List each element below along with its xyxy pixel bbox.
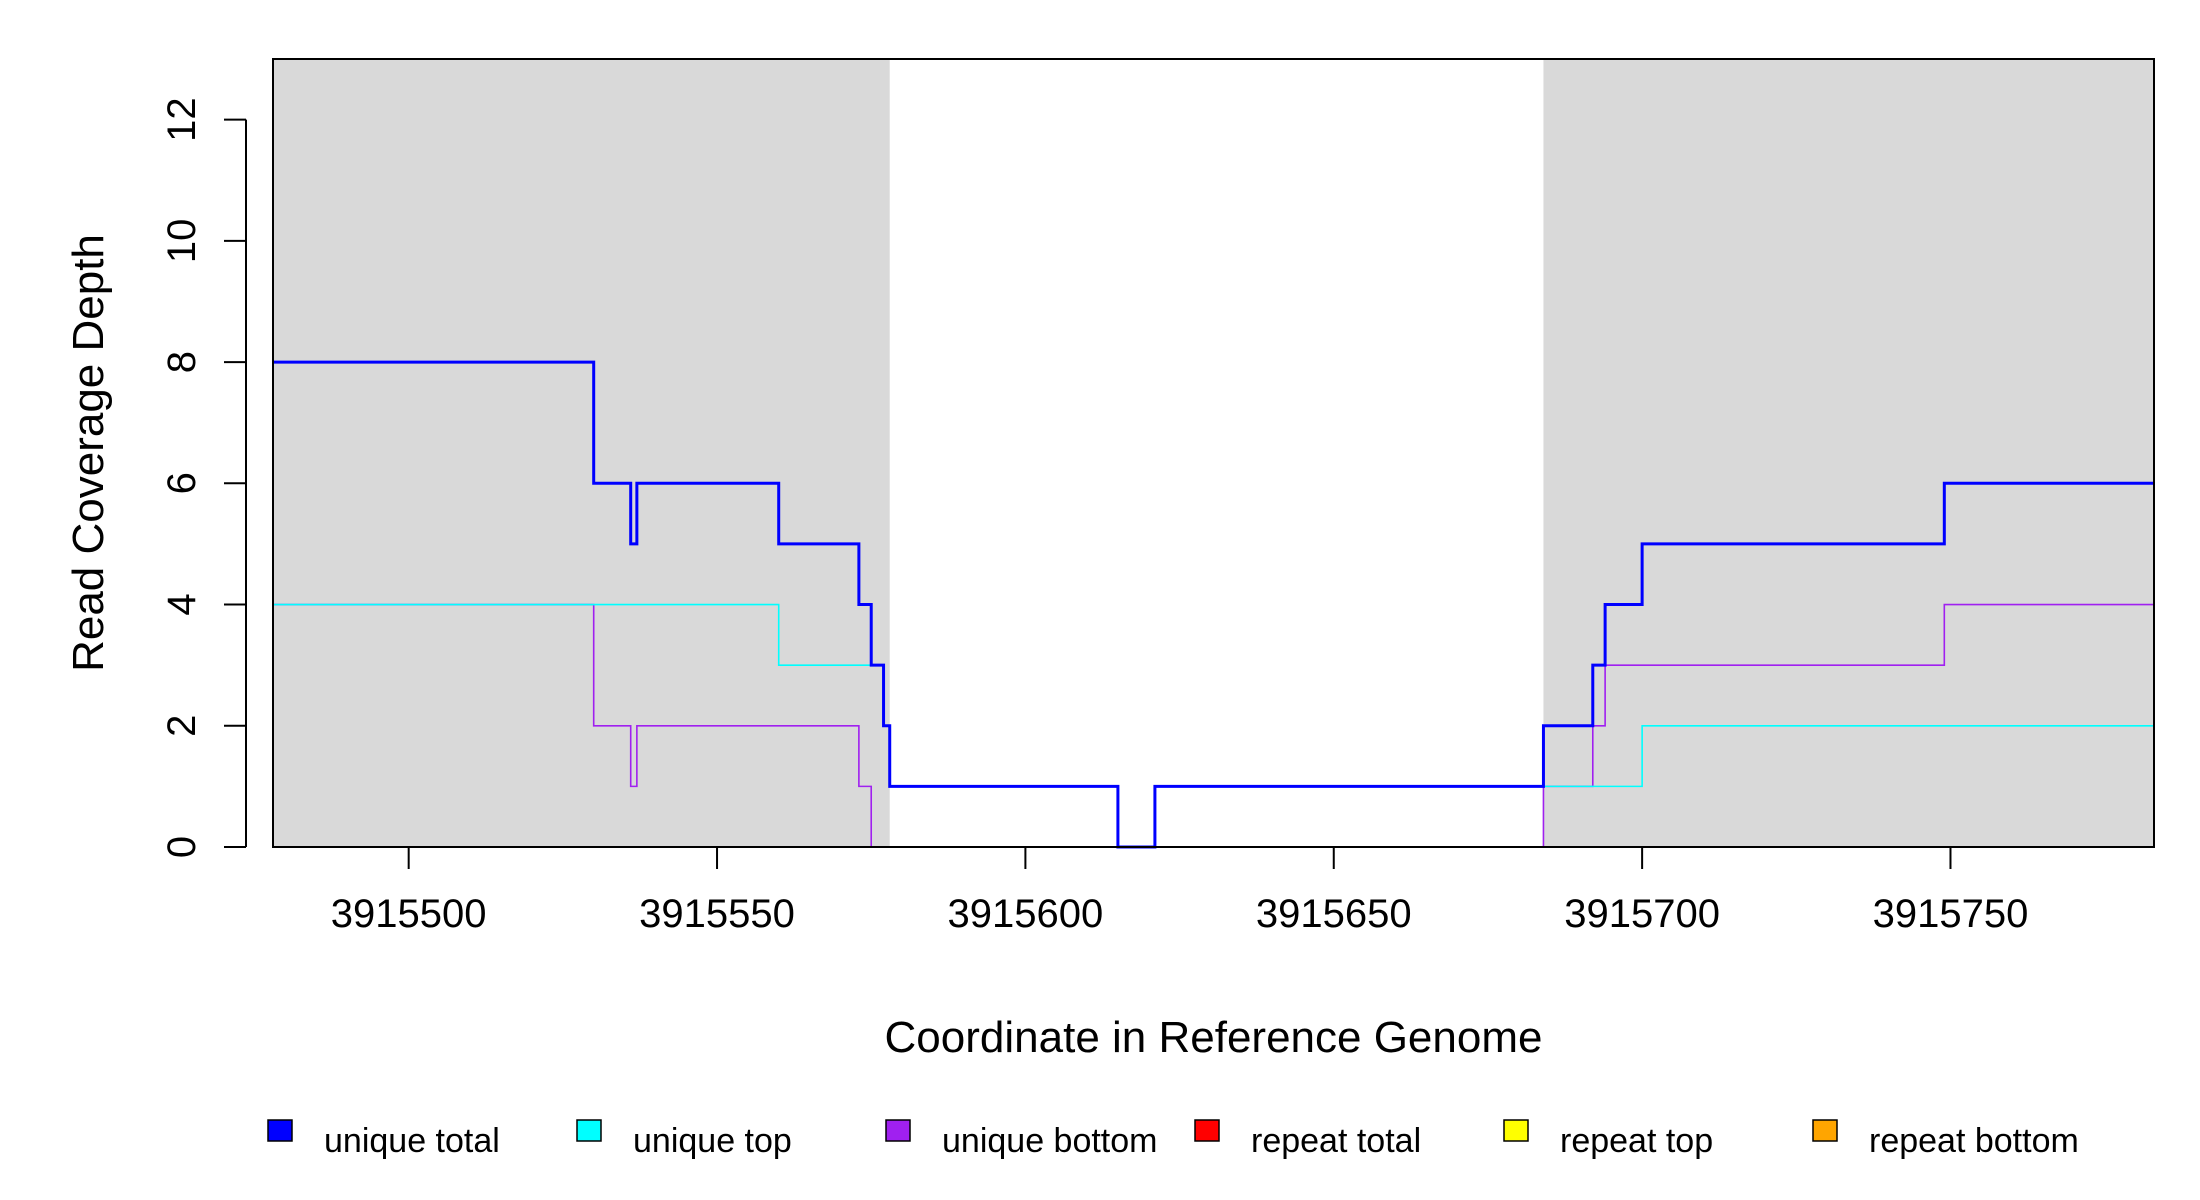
shaded-region-2 [1543, 59, 2154, 847]
x-tick-label: 3915600 [948, 892, 1104, 936]
legend: unique total unique top unique bottom repea… [267, 1119, 2079, 1160]
y-tick-label: 8 [160, 351, 204, 373]
series-unique-total [273, 360, 2154, 849]
legend-label-repeat-top: repeat top [1560, 1122, 1713, 1160]
legend-label-repeat-bottom: repeat bottom [1869, 1122, 2079, 1160]
x-axis-title: Coordinate in Reference Genome [885, 1013, 1543, 1062]
legend-swatch-unique-top [576, 1119, 602, 1142]
y-tick-label: 4 [160, 593, 204, 615]
y-tick-label: 6 [160, 472, 204, 494]
y-tick-label: 0 [160, 836, 204, 858]
x-axis: 3915500 3915550 3915600 3915650 3915700 39157… [331, 846, 2029, 936]
y-axis: 0 2 4 6 8 10 12 [160, 97, 247, 858]
x-tick-label: 3915500 [331, 892, 487, 936]
x-tick-label: 3915700 [1564, 892, 1720, 936]
legend-swatch-repeat-top [1503, 1119, 1529, 1142]
shaded-region-1 [273, 59, 890, 847]
x-tick-label: 3915650 [1256, 892, 1412, 936]
legend-swatch-repeat-total [1194, 1119, 1220, 1142]
x-tick-label: 3915550 [639, 892, 795, 936]
y-tick-label: 10 [160, 219, 204, 264]
legend-label-unique-top: unique top [633, 1122, 792, 1160]
y-tick-label: 12 [160, 97, 204, 142]
legend-label-repeat-total: repeat total [1251, 1122, 1421, 1160]
legend-swatch-unique-bottom [885, 1119, 911, 1142]
legend-swatch-repeat-bottom [1812, 1119, 1838, 1142]
y-axis-title: Read Coverage Depth [64, 234, 113, 672]
legend-label-unique-bottom: unique bottom [942, 1122, 1158, 1160]
legend-swatch-unique-total [267, 1119, 293, 1142]
shaded-regions [273, 59, 2154, 847]
series-unique-bottom [273, 603, 2154, 848]
x-tick-label: 3915750 [1873, 892, 2029, 936]
legend-label-unique-total: unique total [324, 1122, 500, 1160]
y-tick-label: 2 [160, 715, 204, 737]
